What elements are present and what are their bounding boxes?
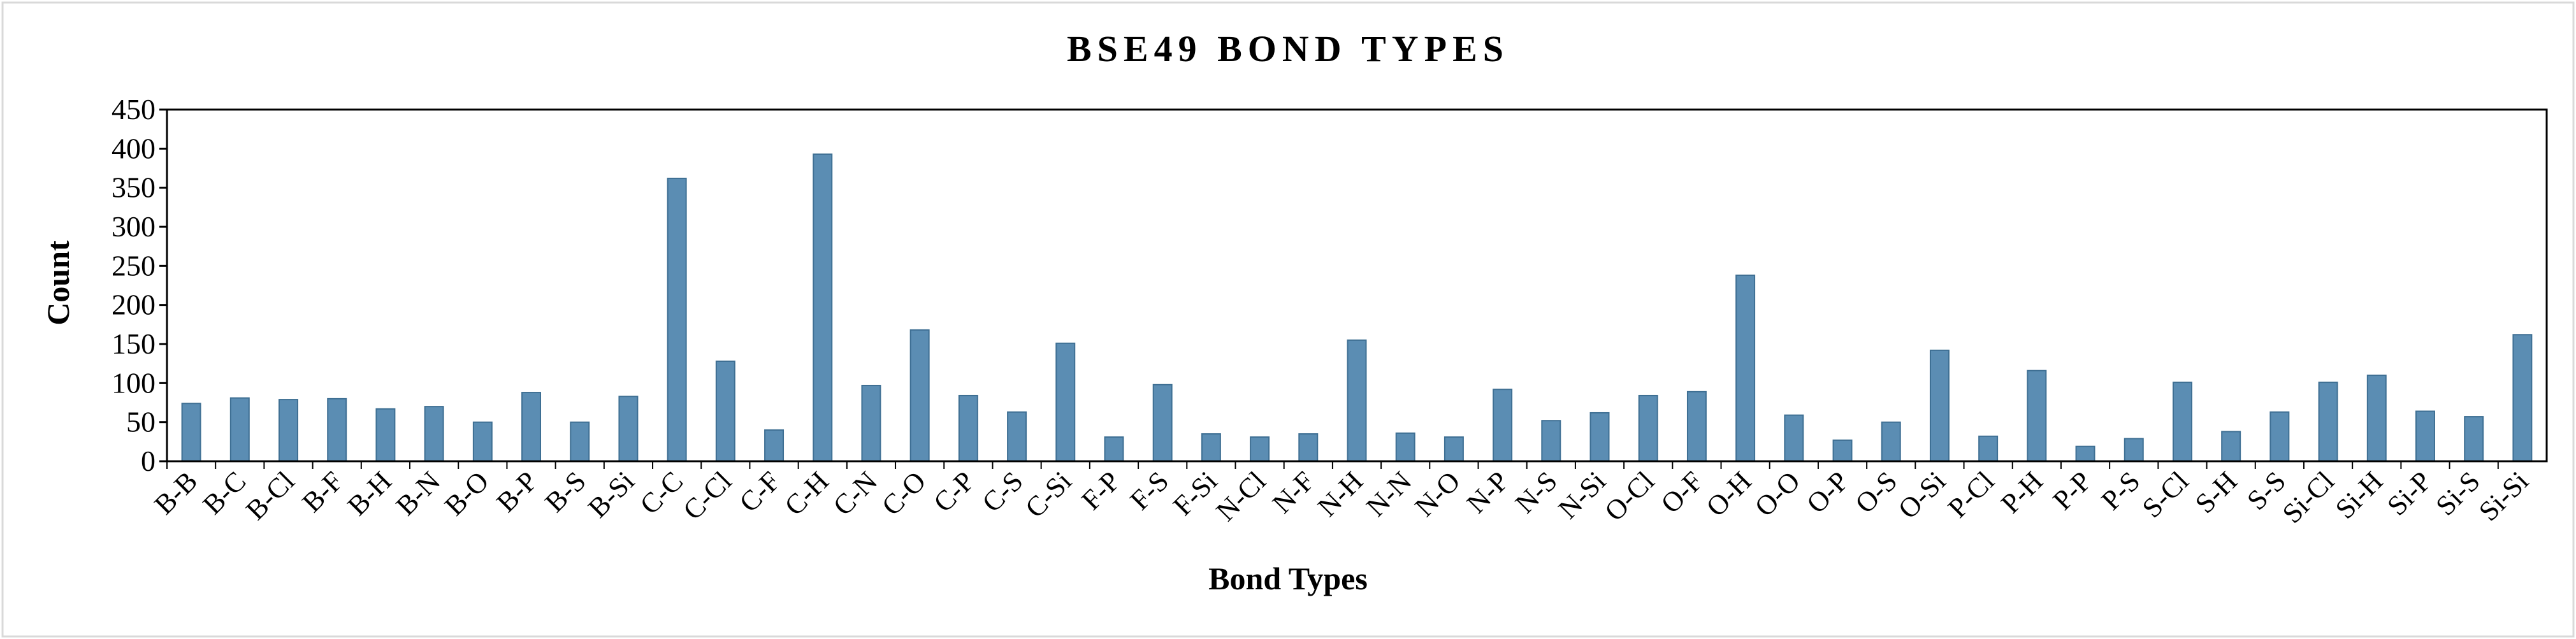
plot-area-frame bbox=[166, 108, 2548, 463]
bar-b-si bbox=[618, 396, 639, 462]
bar-p-s bbox=[2124, 438, 2144, 463]
y-tick-label: 200 bbox=[112, 289, 156, 321]
bar-c-h bbox=[813, 153, 833, 462]
bar-c-c bbox=[667, 177, 687, 462]
bar-c-n bbox=[861, 385, 881, 462]
bar-si-si bbox=[2512, 334, 2533, 463]
bar-n-s bbox=[1541, 420, 1561, 462]
bar-si-h bbox=[2366, 375, 2387, 462]
y-tick-label: 350 bbox=[112, 171, 156, 204]
y-tick-label: 100 bbox=[112, 366, 156, 399]
bar-b-s bbox=[570, 421, 590, 463]
y-tick-label: 400 bbox=[112, 132, 156, 164]
bar-p-cl bbox=[1978, 435, 1999, 462]
bar-b-b bbox=[181, 403, 201, 463]
bar-si-p bbox=[2415, 410, 2435, 463]
bar-p-h bbox=[2027, 370, 2047, 462]
y-tick-label: 250 bbox=[112, 249, 156, 282]
bar-o-f bbox=[1686, 391, 1707, 462]
bar-c-f bbox=[764, 429, 785, 463]
bar-o-h bbox=[1735, 275, 1756, 462]
bar-f-si bbox=[1201, 433, 1221, 462]
bar-b-cl bbox=[279, 399, 298, 462]
y-tick-label: 50 bbox=[126, 406, 156, 438]
chart-title: BSE49 BOND TYPES bbox=[1067, 28, 1509, 69]
y-axis-title: Count bbox=[40, 240, 76, 326]
bar-b-n bbox=[424, 406, 444, 463]
bar-c-p bbox=[958, 394, 978, 463]
x-axis-title: Bond Types bbox=[1208, 561, 1368, 596]
bar-n-o bbox=[1444, 436, 1464, 462]
bar-n-f bbox=[1298, 433, 1319, 462]
bar-b-h bbox=[375, 408, 396, 463]
bar-o-s bbox=[1881, 421, 1901, 463]
bar-f-p bbox=[1104, 436, 1124, 462]
bar-si-cl bbox=[2318, 382, 2338, 463]
bar-o-cl bbox=[1638, 394, 1658, 463]
bar-series bbox=[181, 153, 2533, 463]
bar-c-cl bbox=[715, 360, 735, 463]
y-tick-label: 150 bbox=[112, 327, 156, 360]
bar-s-s bbox=[2269, 411, 2290, 462]
y-axis-ticks: 0 50 100 150 200 250 300 350 400 450 bbox=[112, 93, 167, 477]
y-tick-label: 450 bbox=[112, 93, 156, 126]
bar-o-si bbox=[1929, 349, 1950, 463]
bar-b-o bbox=[472, 421, 493, 463]
bar-f-s bbox=[1152, 384, 1173, 463]
bar-n-p bbox=[1493, 389, 1513, 462]
bar-s-cl bbox=[2172, 382, 2192, 463]
bar-o-p bbox=[1832, 439, 1853, 463]
bar-n-cl bbox=[1250, 436, 1270, 462]
bar-n-n bbox=[1395, 432, 1415, 463]
bar-s-h bbox=[2221, 431, 2241, 462]
bar-b-f bbox=[327, 398, 347, 462]
bar-c-si bbox=[1055, 342, 1076, 462]
bar-b-c bbox=[229, 397, 250, 463]
y-tick-label: 300 bbox=[112, 210, 156, 243]
bar-o-o bbox=[1784, 414, 1804, 462]
bar-n-h bbox=[1347, 339, 1367, 462]
bar-n-si bbox=[1589, 412, 1610, 462]
bar-c-s bbox=[1007, 411, 1027, 462]
bar-c-o bbox=[909, 329, 930, 462]
y-tick-label: 0 bbox=[141, 445, 156, 477]
bar-b-p bbox=[521, 392, 542, 463]
bar-si-s bbox=[2464, 416, 2484, 463]
bar-p-p bbox=[2075, 445, 2095, 463]
